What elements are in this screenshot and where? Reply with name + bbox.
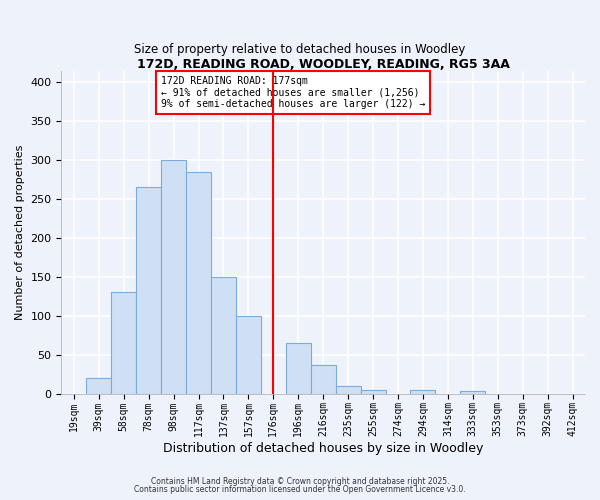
Bar: [161, 160, 186, 394]
Bar: [186, 172, 211, 394]
Bar: [211, 277, 236, 394]
Bar: [111, 292, 136, 394]
Bar: [86, 378, 111, 394]
X-axis label: Distribution of detached houses by size in Woodley: Distribution of detached houses by size …: [163, 442, 484, 455]
Title: 172D, READING ROAD, WOODLEY, READING, RG5 3AA: 172D, READING ROAD, WOODLEY, READING, RG…: [137, 58, 509, 70]
Text: Contains public sector information licensed under the Open Government Licence v3: Contains public sector information licen…: [134, 484, 466, 494]
Text: 172D READING ROAD: 177sqm
← 91% of detached houses are smaller (1,256)
9% of sem: 172D READING ROAD: 177sqm ← 91% of detac…: [161, 76, 425, 109]
Bar: [236, 316, 261, 394]
Bar: [136, 188, 161, 394]
Text: Contains HM Land Registry data © Crown copyright and database right 2025.: Contains HM Land Registry data © Crown c…: [151, 477, 449, 486]
Bar: [410, 390, 436, 394]
Y-axis label: Number of detached properties: Number of detached properties: [15, 144, 25, 320]
Text: Size of property relative to detached houses in Woodley: Size of property relative to detached ho…: [134, 42, 466, 56]
Bar: [335, 386, 361, 394]
Bar: [361, 390, 386, 394]
Bar: [460, 391, 485, 394]
Bar: [311, 365, 335, 394]
Bar: [286, 343, 311, 394]
